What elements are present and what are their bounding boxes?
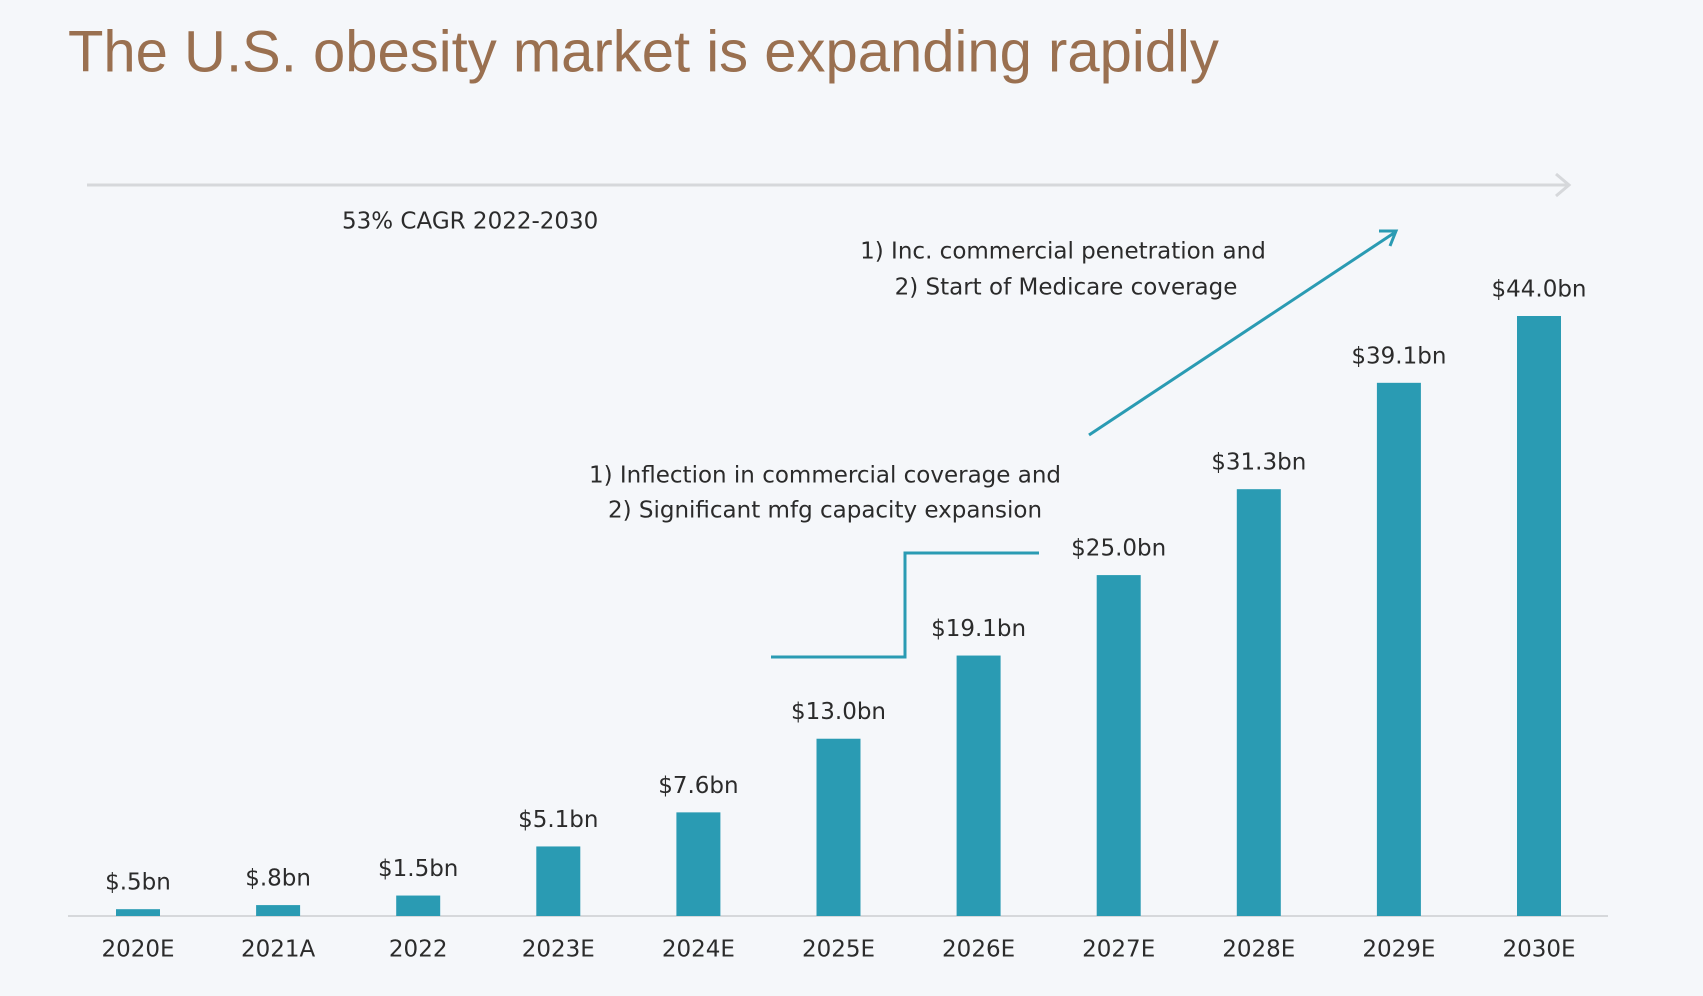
x-tick-label: 2020E: [101, 937, 174, 963]
annotation-line: 2) Start of Medicare coverage: [895, 275, 1238, 301]
value-label: $5.1bn: [518, 807, 598, 833]
bar: [536, 846, 581, 916]
bar: [1096, 575, 1141, 916]
bar: [396, 895, 441, 916]
bar: [1517, 316, 1561, 916]
bar: [1376, 382, 1421, 916]
bar: [956, 655, 1001, 916]
annotation-line: 1) Inc. commercial penetration and: [860, 239, 1266, 265]
value-label: $13.0bn: [791, 699, 886, 725]
x-tick-label: 2026E: [942, 937, 1015, 963]
value-label: $25.0bn: [1071, 536, 1166, 562]
chart-title: The U.S. obesity market is expanding rap…: [68, 19, 1219, 84]
bar: [256, 905, 301, 916]
bar: [816, 738, 861, 916]
value-label: $7.6bn: [658, 773, 738, 799]
cagr-arrow-head: [1555, 172, 1572, 198]
x-tick-label: 2027E: [1082, 937, 1155, 963]
growth-arrow-head: [1379, 229, 1399, 247]
value-label: $39.1bn: [1351, 343, 1446, 369]
value-label: $.5bn: [105, 870, 171, 896]
value-label: $44.0bn: [1491, 277, 1586, 303]
step-line: [771, 551, 1039, 659]
annotation-line: 2) Significant mfg capacity expansion: [608, 498, 1042, 524]
value-label: $1.5bn: [378, 856, 458, 882]
x-tick-label: 2022: [389, 937, 448, 963]
x-tick-label: 2030E: [1502, 937, 1575, 963]
value-label: $31.3bn: [1211, 450, 1306, 476]
growth-arrow: [1088, 231, 1395, 437]
x-tick-label: 2024E: [662, 937, 735, 963]
cagr-label: 53% CAGR 2022-2030: [342, 209, 598, 235]
x-tick-label: 2021A: [241, 937, 316, 963]
x-tick-label: 2023E: [522, 937, 595, 963]
value-label: $19.1bn: [931, 616, 1026, 642]
value-label: $.8bn: [245, 866, 311, 892]
bar: [1236, 489, 1281, 916]
x-tick-label: 2028E: [1222, 937, 1295, 963]
bar: [116, 909, 160, 916]
bar: [676, 812, 721, 916]
x-tick-label: 2025E: [802, 937, 875, 963]
annotation-line: 1) Inflection in commercial coverage and: [589, 463, 1061, 489]
x-tick-label: 2029E: [1362, 937, 1435, 963]
